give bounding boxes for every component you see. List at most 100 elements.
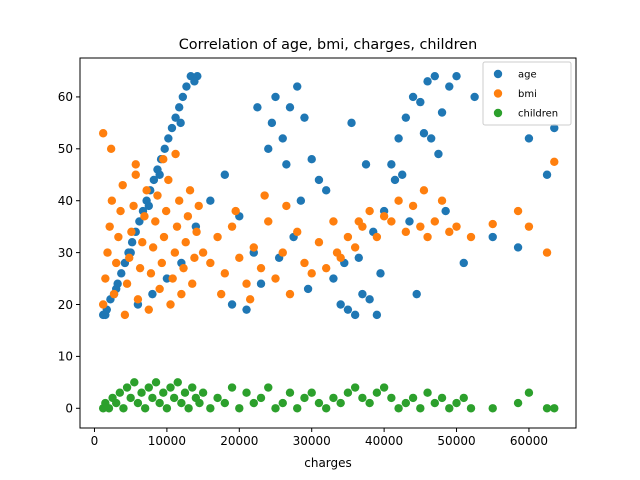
bmi-point (122, 279, 132, 288)
bmi-point (140, 212, 149, 221)
scatter-points (98, 71, 559, 413)
age-point (278, 134, 287, 143)
bmi-point (170, 248, 180, 257)
age-point (148, 289, 157, 299)
bmi-point (155, 284, 164, 294)
children-point (430, 398, 440, 408)
children-point (278, 398, 287, 408)
bmi-point (245, 295, 255, 304)
children-point (122, 383, 132, 392)
bmi-point (437, 196, 447, 205)
children-point (119, 404, 128, 413)
children-point (133, 398, 143, 408)
children-point (177, 398, 186, 408)
age-point (459, 258, 468, 268)
age-point (300, 113, 309, 122)
bmi-point (101, 274, 110, 283)
x-axis-label: charges (304, 456, 352, 470)
series-children (98, 378, 559, 413)
age-point (314, 175, 324, 185)
bmi-point (220, 269, 230, 278)
age-point (347, 118, 356, 128)
age-point (412, 289, 421, 299)
age-point (550, 123, 559, 133)
children-point (524, 388, 534, 397)
children-point (372, 388, 382, 397)
bmi-point (513, 206, 523, 216)
children-point (166, 383, 175, 392)
children-point (401, 398, 411, 408)
bmi-point (278, 248, 287, 257)
legend: age bmi children (482, 61, 572, 126)
children-point (350, 383, 360, 392)
bmi-point (185, 186, 195, 195)
children-point (115, 388, 125, 397)
children-point (249, 398, 258, 408)
age-point (376, 269, 385, 278)
age-point (242, 305, 251, 314)
plot-frame (79, 57, 577, 429)
children-point (220, 398, 230, 408)
x-tick-label: 0 (91, 434, 99, 448)
age-point (135, 217, 144, 226)
bmi-point (179, 263, 188, 273)
children-point (387, 393, 396, 403)
bmi-point (285, 289, 295, 299)
bmi-point (98, 300, 108, 309)
age-point (267, 118, 277, 128)
age-point (524, 134, 534, 143)
children-point (437, 393, 447, 403)
bmi-point (188, 279, 197, 288)
children-point (130, 378, 139, 387)
children-point (148, 393, 157, 403)
age-point (401, 113, 411, 122)
children-point (159, 388, 168, 397)
children-point (329, 393, 338, 403)
age-point (390, 175, 400, 185)
y-tick-label: 50 (58, 142, 73, 156)
bmi-point (105, 222, 114, 231)
age-point (164, 134, 173, 143)
age-point (437, 108, 447, 117)
bmi-point (177, 289, 186, 299)
age-point (101, 310, 110, 320)
age-point (155, 170, 164, 179)
y-tick-label: 20 (58, 298, 73, 312)
children-point (195, 398, 204, 408)
y-tick-label: 60 (58, 90, 73, 104)
bmi-point (183, 212, 193, 221)
bmi-point (213, 232, 222, 242)
bmi-point (107, 196, 117, 205)
age-point (430, 71, 440, 81)
age-point (190, 77, 199, 86)
series-bmi (98, 129, 559, 320)
children-point (300, 393, 309, 403)
bmi-point (354, 217, 363, 226)
age-point (162, 274, 172, 283)
bmi-point (135, 263, 145, 273)
age-point (434, 149, 443, 159)
bmi-point (175, 196, 184, 205)
bmi-point (260, 191, 269, 200)
age-point (419, 129, 429, 138)
bmi-point (120, 310, 130, 320)
age-point (329, 274, 338, 283)
bmi-point (138, 238, 147, 247)
children-point (180, 388, 190, 397)
children-point (162, 404, 172, 413)
children-point (416, 404, 425, 413)
age-point (296, 196, 306, 205)
bmi-point (168, 274, 177, 283)
age-point (387, 160, 396, 169)
bmi-point (164, 175, 173, 185)
bmi-point (142, 186, 151, 195)
age-point (488, 232, 497, 242)
bmi-point (423, 232, 432, 242)
children-point (459, 393, 468, 403)
age-point (293, 82, 302, 91)
children-point (408, 393, 418, 403)
bmi-point (452, 222, 461, 231)
children-point (293, 404, 302, 413)
age-point (220, 170, 230, 179)
bmi-point (109, 289, 119, 299)
